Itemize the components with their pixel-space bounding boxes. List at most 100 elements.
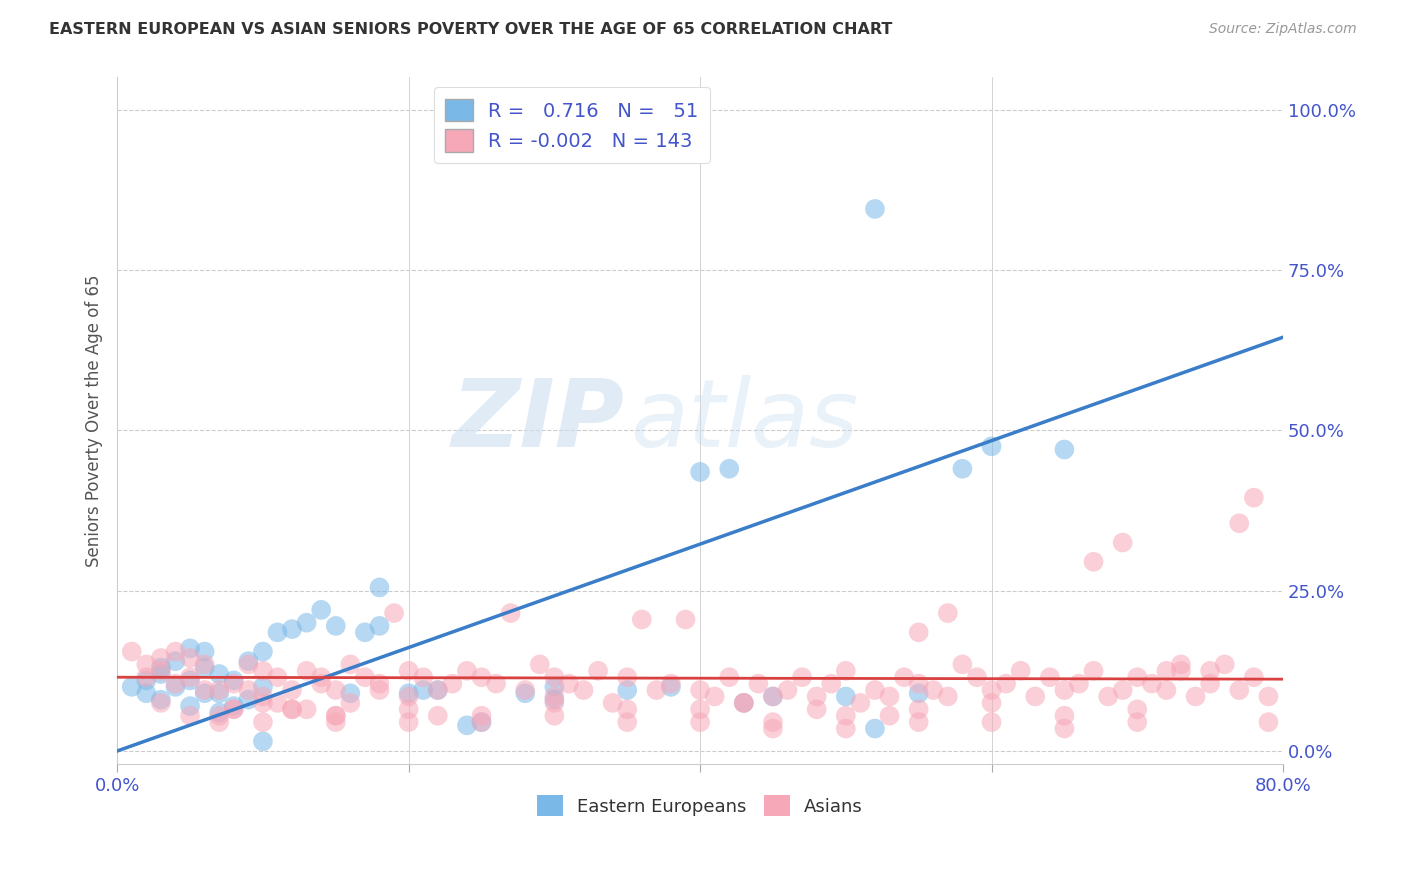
Point: [252, 664, 274, 678]
Point: [194, 660, 217, 674]
Point: [1199, 676, 1222, 690]
Point: [1227, 683, 1250, 698]
Point: [325, 708, 347, 723]
Point: [616, 702, 638, 716]
Point: [194, 686, 217, 700]
Point: [325, 683, 347, 698]
Point: [1083, 555, 1105, 569]
Point: [835, 722, 858, 736]
Point: [1039, 670, 1062, 684]
Point: [121, 680, 143, 694]
Point: [645, 683, 668, 698]
Point: [426, 708, 449, 723]
Point: [309, 676, 332, 690]
Point: [426, 683, 449, 698]
Point: [149, 667, 172, 681]
Point: [1257, 715, 1279, 730]
Point: [1257, 690, 1279, 704]
Point: [325, 715, 347, 730]
Point: [863, 722, 886, 736]
Point: [222, 699, 245, 714]
Point: [135, 673, 157, 688]
Point: [456, 718, 478, 732]
Point: [1243, 491, 1265, 505]
Point: [339, 696, 361, 710]
Point: [689, 702, 711, 716]
Point: [368, 683, 391, 698]
Point: [1156, 683, 1178, 698]
Point: [222, 673, 245, 688]
Point: [907, 686, 929, 700]
Point: [412, 683, 434, 698]
Point: [733, 696, 755, 710]
Point: [252, 734, 274, 748]
Point: [790, 670, 813, 684]
Point: [208, 667, 231, 681]
Point: [266, 625, 288, 640]
Point: [1213, 657, 1236, 672]
Point: [252, 696, 274, 710]
Point: [179, 673, 201, 688]
Point: [1140, 676, 1163, 690]
Point: [1227, 516, 1250, 531]
Point: [718, 670, 741, 684]
Point: [266, 696, 288, 710]
Point: [966, 670, 988, 684]
Point: [238, 657, 260, 672]
Point: [295, 664, 318, 678]
Point: [689, 715, 711, 730]
Point: [470, 708, 492, 723]
Point: [208, 683, 231, 698]
Point: [820, 676, 842, 690]
Point: [879, 708, 901, 723]
Point: [354, 670, 377, 684]
Point: [398, 715, 420, 730]
Point: [659, 676, 682, 690]
Point: [179, 708, 201, 723]
Point: [266, 670, 288, 684]
Point: [121, 644, 143, 658]
Point: [1126, 702, 1149, 716]
Point: [252, 644, 274, 658]
Point: [309, 603, 332, 617]
Point: [339, 657, 361, 672]
Point: [208, 715, 231, 730]
Point: [222, 702, 245, 716]
Point: [762, 715, 785, 730]
Point: [907, 625, 929, 640]
Point: [194, 683, 217, 698]
Point: [238, 654, 260, 668]
Point: [208, 706, 231, 720]
Point: [222, 702, 245, 716]
Point: [281, 702, 304, 716]
Point: [382, 606, 405, 620]
Text: ZIP: ZIP: [451, 375, 624, 467]
Point: [252, 715, 274, 730]
Point: [149, 651, 172, 665]
Point: [1010, 664, 1032, 678]
Point: [616, 683, 638, 698]
Y-axis label: Seniors Poverty Over the Age of 65: Seniors Poverty Over the Age of 65: [86, 275, 103, 567]
Point: [149, 660, 172, 674]
Point: [1170, 657, 1192, 672]
Point: [1053, 722, 1076, 736]
Point: [252, 680, 274, 694]
Point: [1083, 664, 1105, 678]
Point: [543, 680, 565, 694]
Point: [689, 465, 711, 479]
Point: [238, 683, 260, 698]
Point: [733, 696, 755, 710]
Point: [529, 657, 551, 672]
Point: [281, 702, 304, 716]
Point: [543, 690, 565, 704]
Point: [456, 664, 478, 678]
Point: [806, 690, 828, 704]
Point: [950, 461, 973, 475]
Point: [149, 692, 172, 706]
Point: [572, 683, 595, 698]
Text: atlas: atlas: [630, 376, 859, 467]
Point: [863, 202, 886, 216]
Point: [543, 696, 565, 710]
Point: [1126, 670, 1149, 684]
Point: [208, 708, 231, 723]
